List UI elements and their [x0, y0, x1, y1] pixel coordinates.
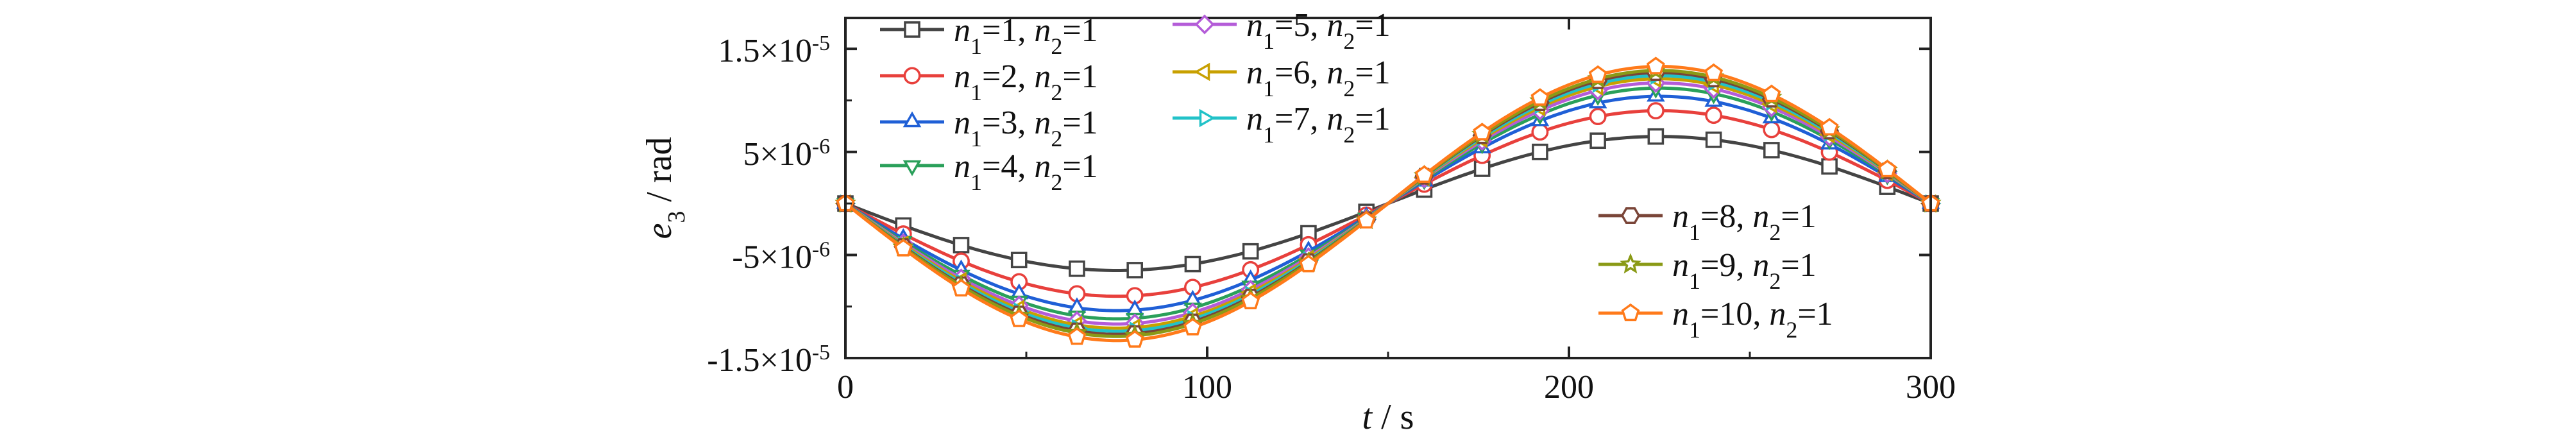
data-point	[1531, 123, 1549, 141]
legend-label: n1=3, n2=1	[954, 105, 1098, 151]
data-point	[1010, 309, 1029, 327]
data-point	[1589, 132, 1606, 150]
data-point	[952, 278, 970, 297]
legend-item-3: n1=3, n2=1	[880, 105, 1098, 151]
data-point	[1647, 128, 1665, 145]
data-point	[1821, 158, 1838, 175]
legend-item-9: n1=9, n2=1	[1598, 247, 1817, 294]
data-point	[1184, 255, 1201, 273]
data-point	[894, 239, 913, 257]
legend-marker	[1194, 14, 1215, 35]
x-axis-label: t / s	[1362, 397, 1414, 437]
data-point	[1473, 123, 1492, 141]
data-point	[1877, 159, 1897, 178]
legend-marker	[1620, 253, 1641, 274]
data-point	[1763, 142, 1780, 159]
data-point	[1705, 132, 1722, 148]
legend-layer: n1=1, n2=1n1=2, n2=1n1=3, n2=1n1=4, n2=1…	[880, 7, 1833, 343]
data-point	[1126, 262, 1144, 278]
data-point	[1125, 299, 1144, 316]
legend-item-1: n1=1, n2=1	[880, 12, 1098, 59]
legend-item-4: n1=4, n2=1	[880, 148, 1098, 195]
data-point	[1704, 63, 1724, 81]
legend-item-10: n1=10, n2=1	[1598, 296, 1833, 343]
x-tick-label: 0	[837, 369, 854, 406]
data-point	[1763, 121, 1781, 139]
data-point	[1414, 165, 1434, 183]
series-10	[836, 56, 1940, 348]
data-point	[953, 237, 970, 253]
data-point	[1762, 84, 1781, 103]
data-point	[1647, 102, 1665, 120]
data-point	[1242, 243, 1259, 260]
legend-label: n1=1, n2=1	[954, 12, 1098, 59]
data-point	[1705, 107, 1723, 124]
data-point	[1067, 327, 1087, 345]
legend-marker	[1194, 62, 1210, 81]
y-tick-label: -1.5×10-5	[707, 341, 830, 379]
legend-label: n1=4, n2=1	[954, 148, 1098, 195]
data-point	[1357, 210, 1376, 229]
legend-label: n1=10, n2=1	[1672, 296, 1833, 343]
legend-marker	[903, 67, 921, 85]
data-point	[1589, 108, 1607, 126]
y-axis-label: e3 / rad	[640, 137, 690, 239]
legend-label: n1=2, n2=1	[954, 58, 1098, 105]
legend-item-2: n1=2, n2=1	[880, 58, 1098, 105]
data-point	[1820, 117, 1839, 136]
legend-marker	[1620, 207, 1641, 225]
y-tick-label: 1.5×10-5	[718, 31, 830, 70]
x-tick-label: 200	[1544, 369, 1594, 406]
legend-label: n1=9, n2=1	[1672, 247, 1817, 294]
axes-layer: 0 100 200 300 -1.5×10-5 -5×10-6 5×10-6 1.5×10-5…	[640, 18, 1956, 437]
legend-label: n1=5, n2=1	[1246, 7, 1391, 54]
legend-item-7: n1=7, n2=1	[1173, 101, 1391, 148]
legend-item-6: n1=6, n2=1	[1173, 55, 1391, 101]
legend-item-8: n1=8, n2=1	[1598, 198, 1817, 245]
data-point	[1646, 56, 1665, 74]
x-tick-label: 300	[1906, 369, 1956, 406]
data-point	[1299, 254, 1318, 273]
data-point	[1530, 88, 1550, 106]
data-point	[1125, 330, 1144, 348]
data-point	[1241, 291, 1260, 309]
data-point	[1069, 260, 1085, 277]
data-point	[1532, 143, 1548, 160]
x-tick-label: 100	[1182, 369, 1232, 406]
legend-marker	[902, 111, 922, 128]
legend-item-5: n1=5, n2=1	[1173, 7, 1391, 54]
legend-marker	[904, 21, 920, 38]
series-layer	[835, 56, 1942, 348]
data-point	[1183, 318, 1202, 336]
legend-marker	[902, 160, 922, 176]
legend-label: n1=8, n2=1	[1672, 198, 1817, 245]
y-tick-label: 5×10-6	[743, 134, 830, 173]
data-point	[1588, 65, 1607, 83]
legend-marker	[1621, 303, 1640, 321]
legend-marker	[1199, 108, 1216, 128]
data-point	[1010, 252, 1028, 269]
legend-label: n1=6, n2=1	[1246, 55, 1391, 101]
legend-label: n1=7, n2=1	[1246, 101, 1391, 148]
y-tick-label: -5×10-6	[732, 237, 830, 276]
